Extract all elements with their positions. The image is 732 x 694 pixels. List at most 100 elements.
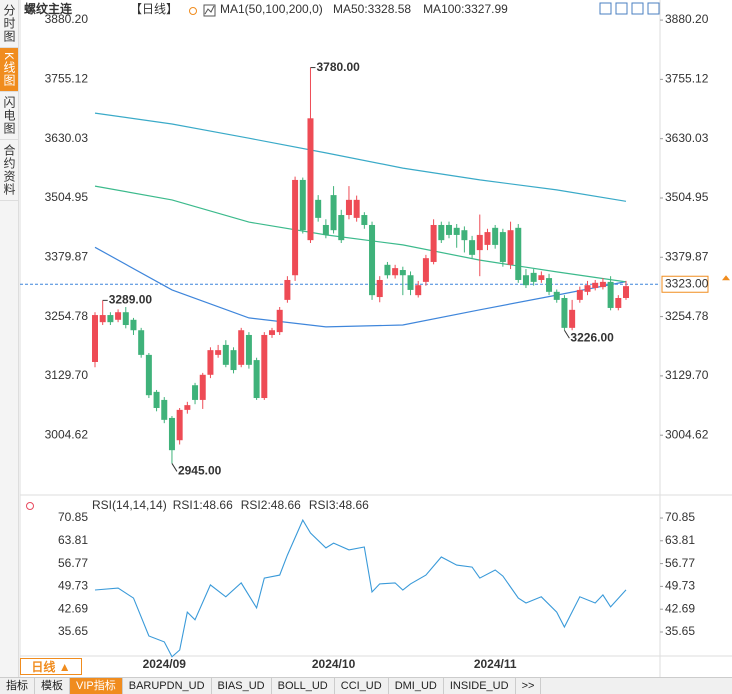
footer-tab[interactable]: BARUPDN_UD — [123, 678, 212, 694]
candle-body — [499, 232, 506, 262]
candle-body — [592, 282, 599, 289]
candle-body — [569, 309, 576, 328]
candle-body — [284, 279, 291, 300]
candle-body — [492, 227, 499, 245]
tab-flash[interactable]: 闪电图 — [0, 92, 18, 141]
y-tick-label: 42.69 — [665, 601, 695, 615]
toolbar-icon[interactable] — [599, 2, 612, 15]
footer-tab[interactable]: INSIDE_UD — [444, 678, 516, 694]
legend-entry: MA100:3327.99 — [423, 2, 508, 16]
period: 【日线】 — [130, 2, 178, 16]
candle-body — [561, 297, 568, 328]
y-tick-label: 3004.62 — [45, 427, 89, 441]
footer-tab[interactable]: DMI_UD — [389, 678, 444, 694]
y-tick-label: 35.65 — [58, 624, 88, 638]
candle-body — [115, 312, 122, 320]
candle-body — [207, 350, 214, 375]
footer-tab[interactable]: 指标 — [0, 678, 35, 694]
settings-icon — [189, 7, 197, 15]
y-tick-label: 3379.87 — [45, 249, 89, 263]
ma-line — [94, 185, 627, 283]
candle-body — [161, 399, 168, 420]
rsi-title: RSI(14,14,14) — [92, 498, 167, 512]
candle-body — [353, 199, 360, 218]
toolbar-icon[interactable] — [615, 2, 628, 15]
candle-body — [453, 227, 460, 235]
footer-tab[interactable]: 模板 — [35, 678, 70, 694]
toolbar-icon[interactable] — [647, 2, 660, 15]
y-tick-label: 3254.78 — [665, 309, 709, 323]
ma-label: MA1(50,100,200,0) — [220, 2, 323, 16]
candle-body — [484, 232, 491, 245]
x-tick-label: 2024/10 — [312, 657, 356, 671]
y-tick-label: 3254.78 — [45, 309, 89, 323]
candle-body — [369, 224, 376, 296]
y-tick-label: 3129.70 — [665, 368, 709, 382]
current-price-box — [661, 275, 709, 293]
candle-body — [269, 330, 275, 335]
candle-body — [476, 234, 483, 251]
y-tick-label: 56.77 — [58, 556, 88, 570]
candle-body — [546, 278, 553, 292]
footer-tab[interactable]: BIAS_UD — [212, 678, 272, 694]
y-tick-label: 70.85 — [665, 510, 695, 524]
candle-body — [507, 230, 514, 265]
candle-body — [307, 118, 314, 241]
tab-contract[interactable]: 合约资料 — [0, 140, 18, 202]
candle-body — [122, 312, 129, 326]
candle-body — [107, 315, 114, 323]
candle-body — [253, 360, 260, 399]
x-tick-label: 2024/09 — [143, 657, 187, 671]
y-tick-label: 3504.95 — [665, 190, 709, 204]
y-tick-label: 35.65 — [665, 624, 695, 638]
candle-body — [153, 391, 160, 408]
tab-timeshare[interactable]: 分时图 — [0, 0, 18, 48]
candle-body — [469, 240, 476, 255]
y-tick-label: 3004.62 — [665, 427, 709, 441]
footer-tab[interactable]: >> — [516, 678, 542, 694]
candle-body — [92, 315, 98, 362]
candle-body — [99, 315, 106, 323]
candle-body — [345, 199, 352, 216]
y-tick-label: 3504.95 — [45, 190, 89, 204]
y-tick-label: 3755.12 — [665, 72, 709, 86]
tab-kline[interactable]: K线图 — [0, 48, 18, 93]
ma-icon-line — [204, 5, 215, 15]
candle-body — [399, 270, 406, 276]
candle-body — [422, 258, 429, 282]
candle-body — [515, 227, 522, 280]
legend-entry: RSI1:48.66 — [173, 498, 233, 512]
candle-body — [176, 409, 183, 441]
current-price-label: 3323.00 — [665, 276, 709, 290]
annotation-pointer — [564, 329, 570, 339]
y-tick-label: 42.69 — [58, 601, 88, 615]
candle-body — [238, 330, 245, 365]
period-button[interactable]: 日线 ▲ — [20, 658, 82, 675]
footer-tab[interactable]: BOLL_UD — [272, 678, 335, 694]
footer-tab[interactable]: CCI_UD — [335, 678, 389, 694]
candle-body — [222, 344, 229, 365]
ma-line — [94, 112, 627, 202]
footer: 指标 模板 VIP指标 BARUPDN_UD BIAS_UD BOLL_UD C… — [0, 677, 732, 694]
footer-tab[interactable]: VIP指标 — [70, 678, 123, 694]
candle-body — [292, 179, 299, 276]
y-tick-label: 56.77 — [665, 556, 695, 570]
rsi-settings-icon[interactable] — [26, 502, 34, 510]
candle-body — [430, 224, 437, 262]
candle-body — [361, 215, 368, 225]
candle-body — [138, 330, 145, 355]
candle-body — [184, 405, 191, 410]
candle-body — [522, 275, 529, 286]
candle-body — [261, 334, 268, 399]
y-tick-label: 70.85 — [58, 510, 88, 524]
toolbar-icon[interactable] — [631, 2, 644, 15]
candle-body — [276, 309, 283, 333]
candle-body — [322, 224, 329, 235]
ma-line — [94, 246, 627, 328]
annotation: 3226.00 — [570, 330, 614, 344]
candle-body — [299, 179, 306, 231]
candle-body — [446, 224, 452, 235]
candle-body — [553, 291, 560, 300]
y-tick-label: 3880.20 — [45, 12, 89, 26]
